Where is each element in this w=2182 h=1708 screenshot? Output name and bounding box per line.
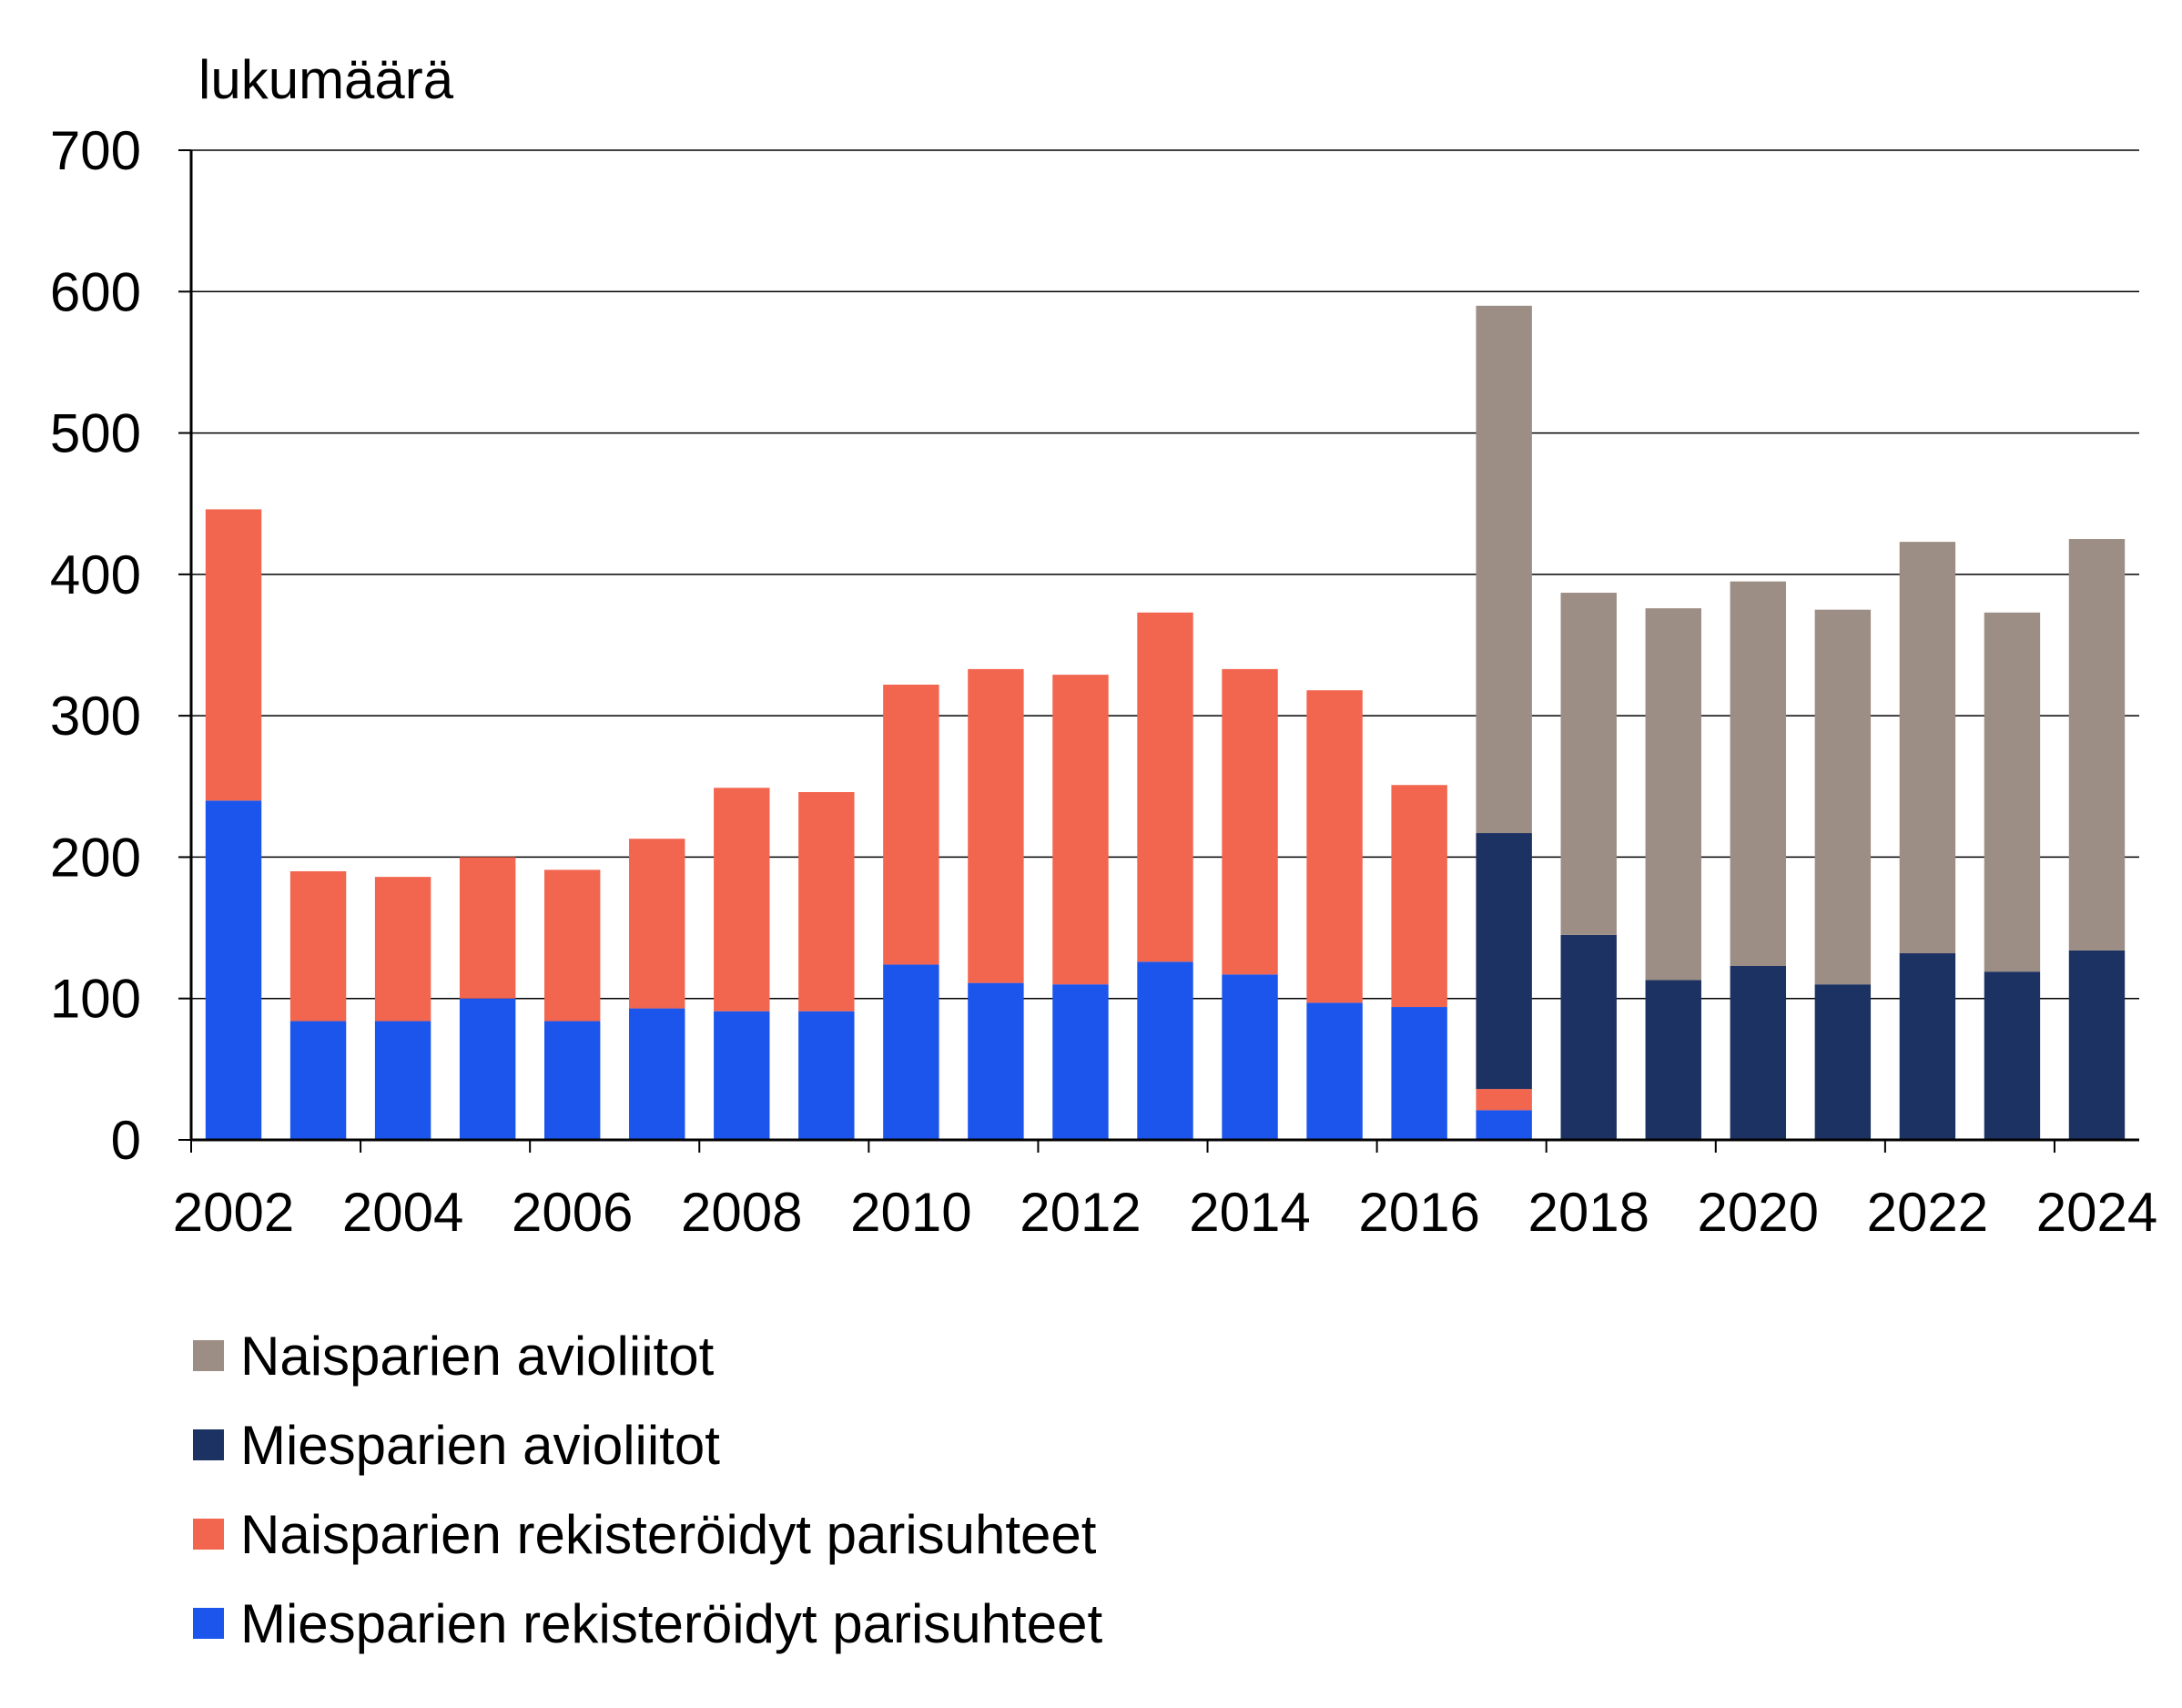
bar-2004-series-1 bbox=[374, 877, 431, 1022]
bar-2003-series-1 bbox=[289, 870, 347, 1022]
y-axis-title: lukumäärä bbox=[198, 49, 454, 110]
legend-swatch bbox=[193, 1608, 224, 1639]
legend: Naisparien avioliitot Miesparien avioliit… bbox=[193, 1311, 1102, 1668]
bar-2023-series-2 bbox=[1984, 971, 2041, 1140]
bar-2017-series-2 bbox=[1476, 833, 1532, 1090]
bar-2016-series-0 bbox=[1391, 1007, 1447, 1140]
bar-2016-series-1 bbox=[1391, 785, 1447, 1008]
bar-2010-series-1 bbox=[883, 684, 939, 965]
y-tick-label-600: 600 bbox=[50, 261, 141, 322]
x-tick-label-2012: 2012 bbox=[1020, 1182, 1141, 1243]
legend-item: Miesparien avioliitot bbox=[193, 1400, 1102, 1489]
y-tick-label-700: 700 bbox=[50, 120, 141, 181]
legend-swatch bbox=[193, 1519, 224, 1550]
bar-2019-series-2 bbox=[1645, 980, 1701, 1140]
bar-2007-series-1 bbox=[629, 839, 685, 1009]
bar-2017-series-3 bbox=[1476, 305, 1532, 834]
legend-label: Miesparien rekisteröidyt parisuhteet bbox=[240, 1592, 1103, 1654]
bar-2009-series-1 bbox=[798, 791, 855, 1012]
bar-2006-series-0 bbox=[543, 1021, 601, 1140]
bar-2020-series-3 bbox=[1730, 581, 1787, 966]
bar-2008-series-1 bbox=[714, 788, 770, 1012]
bar-2006-series-1 bbox=[543, 869, 601, 1022]
bar-2021-series-3 bbox=[1814, 609, 1872, 985]
bar-2012-series-1 bbox=[1052, 675, 1109, 985]
bar-2007-series-0 bbox=[629, 1008, 685, 1140]
bar-2017-series-1 bbox=[1476, 1089, 1532, 1111]
bar-2015-series-0 bbox=[1306, 1002, 1363, 1140]
bar-2014-series-0 bbox=[1222, 974, 1278, 1140]
x-tick-label-2016: 2016 bbox=[1358, 1182, 1479, 1243]
bar-2023-series-3 bbox=[1984, 612, 2041, 972]
x-tick-label-2014: 2014 bbox=[1189, 1182, 1310, 1243]
x-tick-label-2024: 2024 bbox=[2036, 1182, 2157, 1243]
bar-2002-series-0 bbox=[205, 800, 262, 1140]
bar-2013-series-0 bbox=[1137, 961, 1193, 1140]
bar-2022-series-3 bbox=[1899, 542, 1956, 954]
x-tick-label-2004: 2004 bbox=[342, 1182, 463, 1243]
bar-2012-series-0 bbox=[1052, 984, 1109, 1140]
bar-2003-series-0 bbox=[289, 1021, 347, 1140]
legend-label: Naisparien avioliitot bbox=[240, 1325, 715, 1387]
bar-2020-series-2 bbox=[1730, 965, 1787, 1140]
y-tick-label-500: 500 bbox=[50, 403, 141, 464]
bar-2013-series-1 bbox=[1137, 612, 1193, 962]
bar-2010-series-0 bbox=[883, 964, 939, 1140]
bar-2005-series-0 bbox=[459, 998, 516, 1140]
bar-2011-series-1 bbox=[968, 668, 1024, 983]
x-tick-label-2022: 2022 bbox=[1867, 1182, 1988, 1243]
bar-2014-series-1 bbox=[1222, 668, 1278, 975]
bar-2015-series-1 bbox=[1306, 690, 1363, 1003]
legend-label: Miesparien avioliitot bbox=[240, 1414, 720, 1476]
bar-2018-series-3 bbox=[1560, 593, 1617, 935]
bar-2011-series-0 bbox=[968, 982, 1024, 1140]
y-tick-label-400: 400 bbox=[50, 544, 141, 605]
bars bbox=[205, 305, 2126, 1140]
bar-2004-series-0 bbox=[374, 1021, 431, 1140]
bar-2005-series-1 bbox=[459, 857, 516, 999]
x-tick-label-2002: 2002 bbox=[173, 1182, 294, 1243]
bar-2021-series-2 bbox=[1814, 984, 1872, 1140]
y-tick-label-0: 0 bbox=[111, 1110, 141, 1171]
y-tick-label-100: 100 bbox=[50, 969, 141, 1030]
x-tick-label-2008: 2008 bbox=[681, 1182, 802, 1243]
bar-2009-series-0 bbox=[798, 1011, 855, 1140]
y-tick-labels: 0 100 200 300 400 500 600 700 bbox=[50, 120, 141, 1171]
bar-2008-series-0 bbox=[714, 1011, 770, 1140]
x-tick-label-2006: 2006 bbox=[512, 1182, 633, 1243]
x-tick-labels: 2002 2004 2006 2008 2010 2012 2014 2016 2018 2020… bbox=[173, 1182, 2157, 1243]
bar-2024-series-2 bbox=[2068, 950, 2126, 1140]
legend-item: Naisparien rekisteröidyt parisuhteet bbox=[193, 1489, 1102, 1579]
legend-label: Naisparien rekisteröidyt parisuhteet bbox=[240, 1503, 1097, 1565]
x-tick-label-2020: 2020 bbox=[1698, 1182, 1819, 1243]
legend-swatch bbox=[193, 1429, 224, 1460]
bar-2019-series-3 bbox=[1645, 608, 1701, 981]
bar-2017-series-0 bbox=[1476, 1110, 1532, 1140]
y-tick-label-300: 300 bbox=[50, 686, 141, 747]
legend-swatch bbox=[193, 1340, 224, 1371]
legend-item: Miesparien rekisteröidyt parisuhteet bbox=[193, 1579, 1102, 1668]
x-tick-label-2010: 2010 bbox=[850, 1182, 971, 1243]
bar-2024-series-3 bbox=[2068, 539, 2126, 951]
bar-2002-series-1 bbox=[205, 509, 262, 801]
bar-2018-series-2 bbox=[1560, 934, 1617, 1140]
legend-item: Naisparien avioliitot bbox=[193, 1311, 1102, 1400]
bar-2022-series-2 bbox=[1899, 953, 1956, 1140]
axes bbox=[189, 150, 2139, 1153]
x-tick-label-2018: 2018 bbox=[1527, 1182, 1649, 1243]
y-tick-label-200: 200 bbox=[50, 827, 141, 888]
